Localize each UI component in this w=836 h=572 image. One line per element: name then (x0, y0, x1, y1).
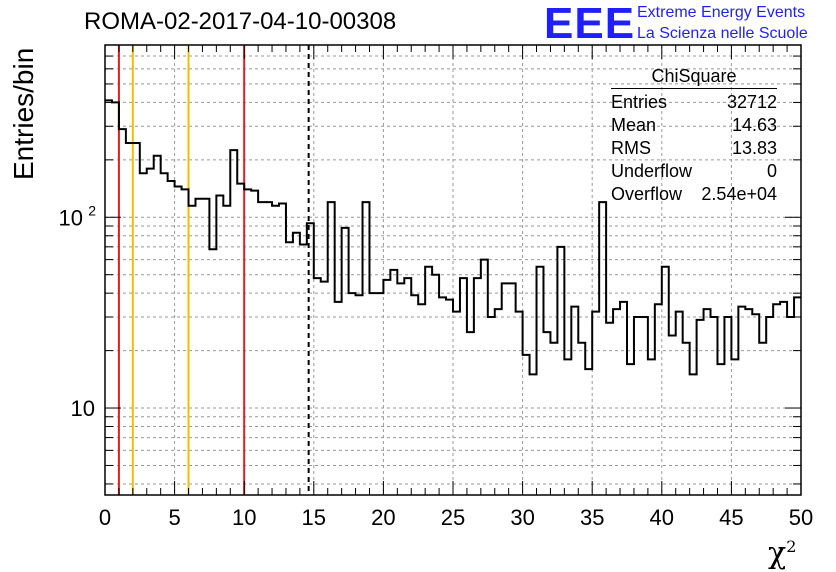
stats-value: 14.63 (731, 115, 777, 135)
chart-title: ROMA-02-2017-04-10-00308 (84, 8, 397, 35)
logo-caption-2: La Scienza nelle Scuole (637, 25, 808, 42)
tick-labels: 0 5 10 15 20 25 30 35 40 45 50 10 10 2 (59, 202, 814, 530)
stats-row-mean: Mean 14.63 (611, 114, 777, 137)
reference-lines (117, 45, 310, 495)
grid (105, 44, 801, 495)
stats-row-underflow: Underflow 0 (611, 160, 777, 183)
x-tick-label: 5 (168, 505, 180, 530)
x-tick-label: 0 (99, 505, 111, 530)
x-tick-label: 50 (789, 505, 813, 530)
stats-label: Entries (611, 92, 668, 112)
stats-value: 13.83 (731, 138, 777, 158)
x-axis-label: χ2 (768, 536, 797, 571)
stats-label: Mean (611, 115, 657, 135)
x-tick-label: 15 (302, 505, 326, 530)
stats-row-entries: Entries 32712 (611, 91, 777, 114)
stats-label: Overflow (611, 184, 683, 204)
stats-label: RMS (611, 138, 651, 158)
eee-logo: EEE (544, 0, 636, 48)
stats-title: ChiSquare (611, 66, 777, 89)
stats-value: 0 (766, 161, 777, 181)
histogram-series (105, 99, 801, 376)
logo-caption-1: Extreme Energy Events (637, 4, 806, 21)
histogram-line (105, 99, 801, 376)
y-tick-label-exponent: 2 (88, 202, 96, 218)
x-tick-label: 35 (580, 505, 604, 530)
axis-ticks (104, 44, 802, 495)
x-tick-label: 45 (719, 505, 743, 530)
x-tick-label: 30 (510, 505, 534, 530)
stats-value: 32712 (726, 92, 777, 112)
stats-label: Underflow (611, 161, 693, 181)
x-tick-label: 20 (371, 505, 395, 530)
x-tick-label: 10 (232, 505, 256, 530)
stats-value: 2.54e+04 (701, 184, 777, 204)
y-axis-label: Entries/bin (8, 47, 39, 180)
y-tick-label: 10 (59, 205, 83, 230)
y-tick-label: 10 (71, 396, 95, 421)
stats-box: ChiSquare Entries 32712 Mean 14.63 RMS 13.8… (611, 66, 777, 206)
stats-row-rms: RMS 13.83 (611, 137, 777, 160)
x-tick-label: 40 (650, 505, 674, 530)
x-tick-label: 25 (441, 505, 465, 530)
stats-row-overflow: Overflow 2.54e+04 (611, 183, 777, 206)
